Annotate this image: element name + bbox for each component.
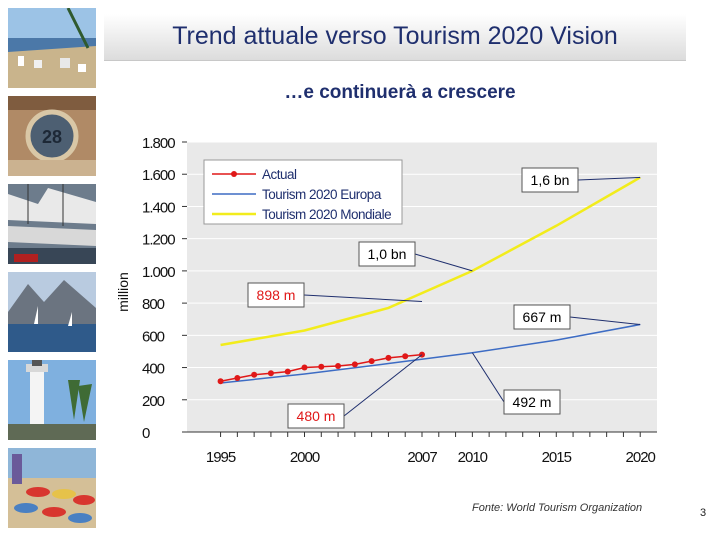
y-tick-label: 1.800 — [142, 135, 175, 152]
x-tick-label: 1995 — [206, 449, 236, 466]
annotation-label: 667 m — [523, 309, 562, 325]
x-tick-label: 2000 — [290, 449, 320, 466]
actual-data-point — [368, 358, 375, 365]
x-tick-label: 2020 — [626, 449, 656, 466]
annotation-label: 492 m — [513, 394, 552, 410]
actual-data-point — [267, 370, 274, 377]
annotation-leader — [577, 176, 641, 181]
annotation-box — [521, 167, 579, 193]
actual-data-point — [234, 375, 241, 382]
annotation-box — [503, 389, 561, 415]
x-tick-label: 2010 — [458, 449, 488, 466]
y-tick-label: 200 — [142, 393, 165, 410]
legend-label: Tourism 2020 Europa — [262, 187, 382, 202]
source-note: Fonte: World Tourism Organization — [472, 502, 643, 514]
y-axis-label: million — [115, 272, 131, 312]
annotation-label: 898 m — [257, 287, 296, 303]
annotation-leader — [471, 352, 505, 403]
beach-umbrellas-photo — [8, 448, 96, 528]
actual-data-point — [217, 378, 224, 385]
slide-subtitle: …e continuerà a crescere — [284, 82, 516, 103]
annotation-leader — [414, 253, 473, 272]
y-tick-label: 600 — [142, 328, 165, 345]
actual-data-point — [284, 368, 291, 375]
clock-building-photo: 28 — [8, 96, 96, 176]
photo-strip: 28 — [8, 8, 96, 536]
y-tick-label: 1.200 — [142, 232, 175, 249]
annotation-label: 1,6 bn — [531, 172, 570, 188]
actual-data-point — [301, 364, 308, 371]
series-line-3 — [220, 176, 641, 347]
y-tick-label: 400 — [142, 361, 165, 378]
x-tick-label: 2007 — [407, 449, 437, 466]
slide-title: Trend attuale verso Tourism 2020 Vision — [172, 22, 618, 50]
annotation-leader — [569, 316, 641, 326]
actual-data-point — [351, 361, 358, 368]
actual-data-point — [318, 363, 325, 370]
y-tick-label: 1.600 — [142, 167, 175, 184]
y-tick-label: 1.400 — [142, 199, 175, 216]
tourism-trend-chart: 0 200 400 600 800 1.000 1.200 1.400 1.600 1.800 19… — [115, 135, 657, 466]
title-bar: Trend attuale verso Tourism 2020 Vision — [104, 14, 686, 61]
actual-data-point — [335, 362, 342, 369]
mountain-coast-photo — [8, 272, 96, 352]
page-number: 3 — [700, 507, 707, 519]
x-tick-label: 2015 — [542, 449, 572, 466]
harbor-boats-photo — [8, 184, 96, 264]
annotation-box — [358, 241, 416, 267]
annotation-box — [513, 304, 571, 330]
annotation-box — [287, 403, 345, 429]
legend-marker — [231, 171, 237, 177]
beach-photo — [8, 8, 96, 88]
actual-data-point — [385, 354, 392, 361]
annotation-leader — [343, 354, 423, 417]
annotation-label: 1,0 bn — [368, 246, 407, 262]
y-tick-label: 0 — [142, 425, 150, 442]
actual-data-point — [402, 353, 409, 360]
y-tick-label: 800 — [142, 296, 165, 313]
annotation-box — [247, 282, 305, 308]
lighthouse-photo — [8, 360, 96, 440]
y-tick-label: 1.000 — [142, 264, 175, 281]
annotation-leader — [303, 294, 423, 302]
actual-data-point — [251, 371, 258, 378]
legend-label: Actual — [262, 167, 297, 182]
svg-text:28: 28 — [42, 127, 62, 147]
legend-label: Tourism 2020 Mondiale — [262, 207, 391, 222]
series-line-2 — [220, 323, 641, 384]
annotation-label: 480 m — [297, 408, 336, 424]
